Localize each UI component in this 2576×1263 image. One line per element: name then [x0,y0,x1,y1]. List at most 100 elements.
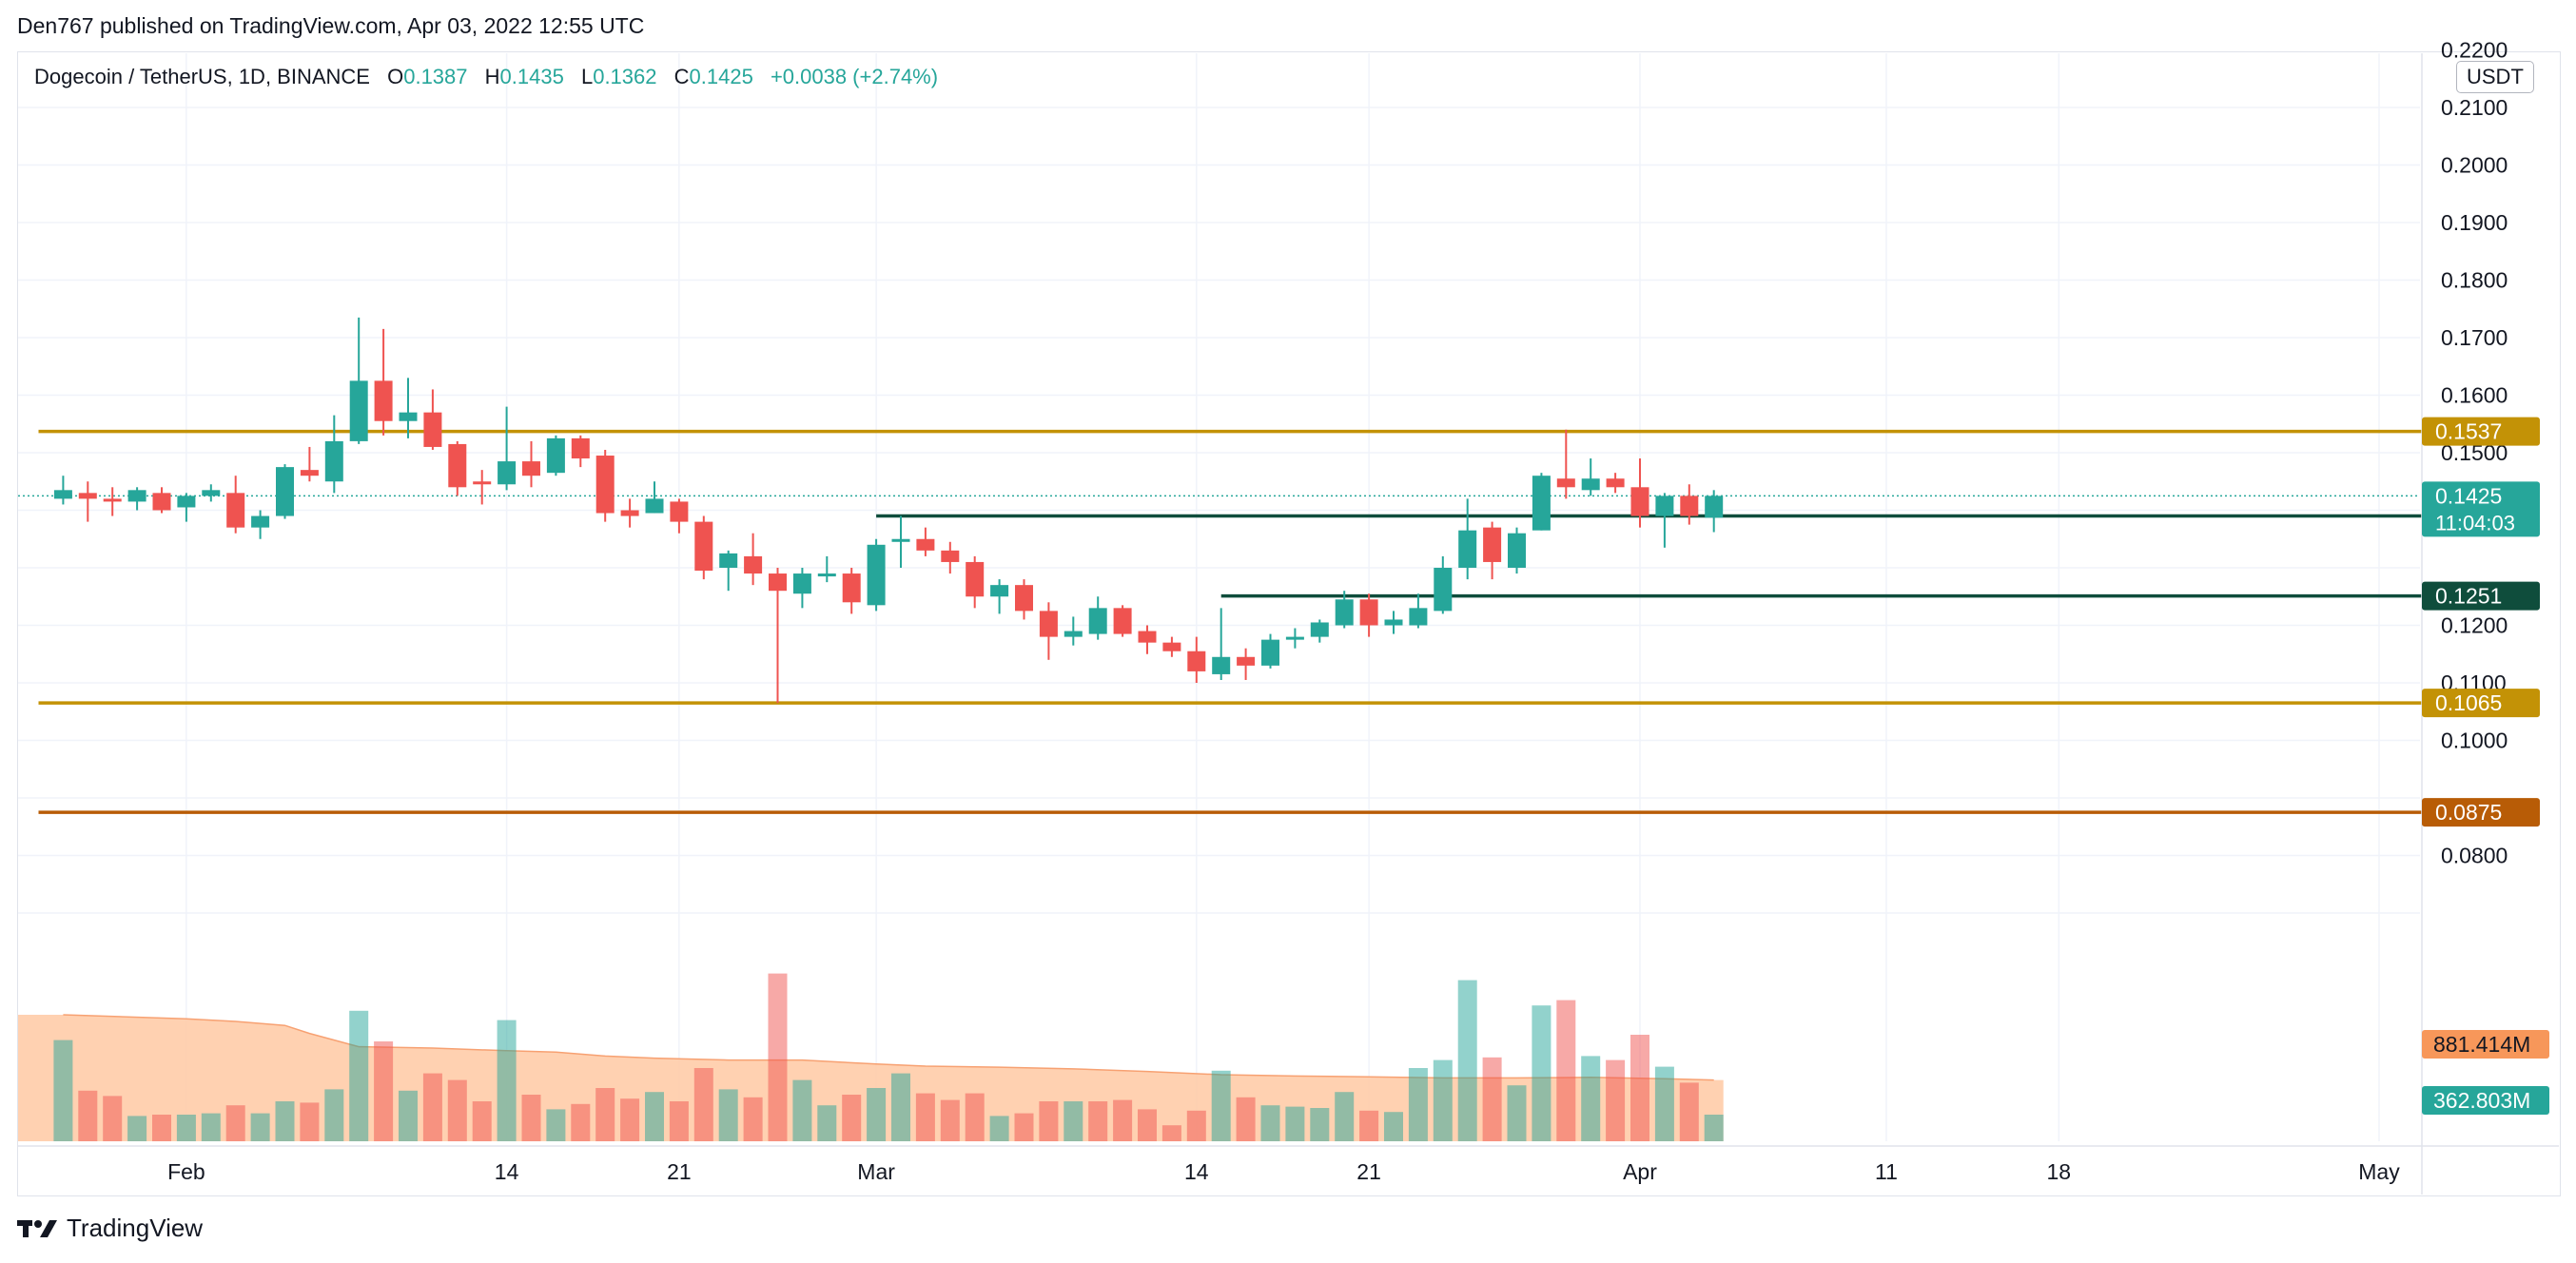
candle[interactable] [867,538,886,612]
candle[interactable] [1384,611,1403,634]
candle[interactable] [1630,458,1649,528]
candle[interactable] [546,435,565,476]
currency-unit-button[interactable]: USDT [2456,61,2534,93]
candle[interactable] [152,487,171,514]
candle[interactable] [842,568,861,614]
candle[interactable] [473,470,492,505]
last-price-tag[interactable]: 0.1425 11:04:03 [2422,481,2540,537]
candle[interactable] [522,440,540,488]
candle[interactable] [127,487,146,511]
candle[interactable] [620,498,639,528]
tradingview-brand[interactable]: TradingView [17,1214,203,1243]
candle[interactable] [1581,458,1600,496]
candle[interactable] [1039,602,1058,660]
volume-bar [1236,1097,1256,1141]
candle[interactable] [966,555,985,609]
candle[interactable] [916,527,935,556]
candle[interactable] [571,435,590,468]
candle[interactable] [1212,608,1231,680]
candle[interactable] [448,440,467,496]
candle[interactable] [1261,633,1279,669]
candle[interactable] [276,464,294,519]
candle[interactable] [719,550,738,592]
candle[interactable] [423,389,442,450]
price-tag-resistance[interactable]: 0.1537 [2422,417,2540,446]
volume-bar [1532,1005,1551,1141]
symbol-title[interactable]: Dogecoin / TetherUS, 1D, BINANCE [34,65,370,88]
volume-ma-tag-text: 881.414M [2433,1032,2530,1057]
candle[interactable] [1088,596,1107,640]
candle[interactable] [1556,429,1575,499]
candle[interactable] [300,446,319,482]
candle[interactable] [1187,636,1206,683]
candle[interactable] [1015,579,1033,620]
candle[interactable] [1138,625,1157,654]
candle[interactable] [1655,493,1674,548]
candle[interactable] [1508,527,1526,574]
candle[interactable] [1705,490,1724,533]
candle[interactable] [1064,616,1083,646]
candle[interactable] [1606,473,1625,494]
candle[interactable] [792,568,811,609]
candle[interactable] [1335,591,1354,629]
close-value: 0.1425 [689,65,753,88]
candle[interactable] [498,406,517,491]
candle[interactable] [891,515,910,568]
chart-frame[interactable] [17,51,2561,1196]
price-tag-support[interactable]: 0.1065 [2422,689,2540,718]
price-tick-label: 0.2300 [2441,0,2508,5]
price-tag-support-lower[interactable]: 0.1251 [2422,581,2540,611]
candle[interactable] [349,317,368,444]
candle[interactable] [226,476,245,534]
candle-body [127,490,146,502]
candle[interactable] [78,481,97,522]
candle[interactable] [1409,593,1428,629]
volume-ma-tag[interactable]: 881.414M [2422,1030,2549,1059]
candle[interactable] [1162,636,1181,657]
volume-bar [669,1101,689,1141]
volume-tag[interactable]: 362.803M [2422,1086,2549,1115]
candle[interactable] [769,568,787,704]
volume-bar [324,1089,344,1141]
candle[interactable] [251,510,270,539]
candle[interactable] [1458,498,1477,580]
candle[interactable] [1113,605,1132,637]
change-value: +0.0038 (+2.74%) [770,65,939,88]
candle[interactable] [103,487,122,516]
candle[interactable] [1359,593,1378,637]
price-tick-label: 0.1200 [2441,613,2508,638]
candle[interactable] [1237,648,1256,680]
price-tick-label: 0.2200 [2441,38,2508,63]
candle[interactable] [990,579,1009,614]
price-tag-deep-support[interactable]: 0.0875 [2422,798,2540,827]
candle[interactable] [1285,628,1304,649]
volume-bar [1088,1101,1108,1141]
candle[interactable] [694,515,713,580]
volume-bar [225,1105,245,1141]
candle[interactable] [374,328,393,436]
candle[interactable] [1483,521,1502,580]
candle[interactable] [1434,555,1453,614]
candle-body [891,538,910,542]
candle-body [423,412,442,447]
candle[interactable] [324,415,343,494]
candle[interactable] [202,484,221,502]
candle[interactable] [177,493,196,522]
time-tick-label: 21 [1356,1159,1381,1184]
candle[interactable] [1532,473,1551,531]
candle[interactable] [744,533,763,586]
candle[interactable] [1680,484,1699,525]
candle[interactable] [595,449,615,522]
candle[interactable] [941,541,960,574]
candle[interactable] [399,378,418,438]
candle[interactable] [645,481,664,514]
open-value: 0.1387 [403,65,468,88]
candle[interactable] [817,555,836,583]
candle[interactable] [1310,619,1329,643]
candle[interactable] [670,498,689,534]
time-tick-label: Mar [857,1159,895,1184]
candle-body [522,461,540,476]
candle-body [1261,639,1279,666]
candle[interactable] [53,476,72,505]
